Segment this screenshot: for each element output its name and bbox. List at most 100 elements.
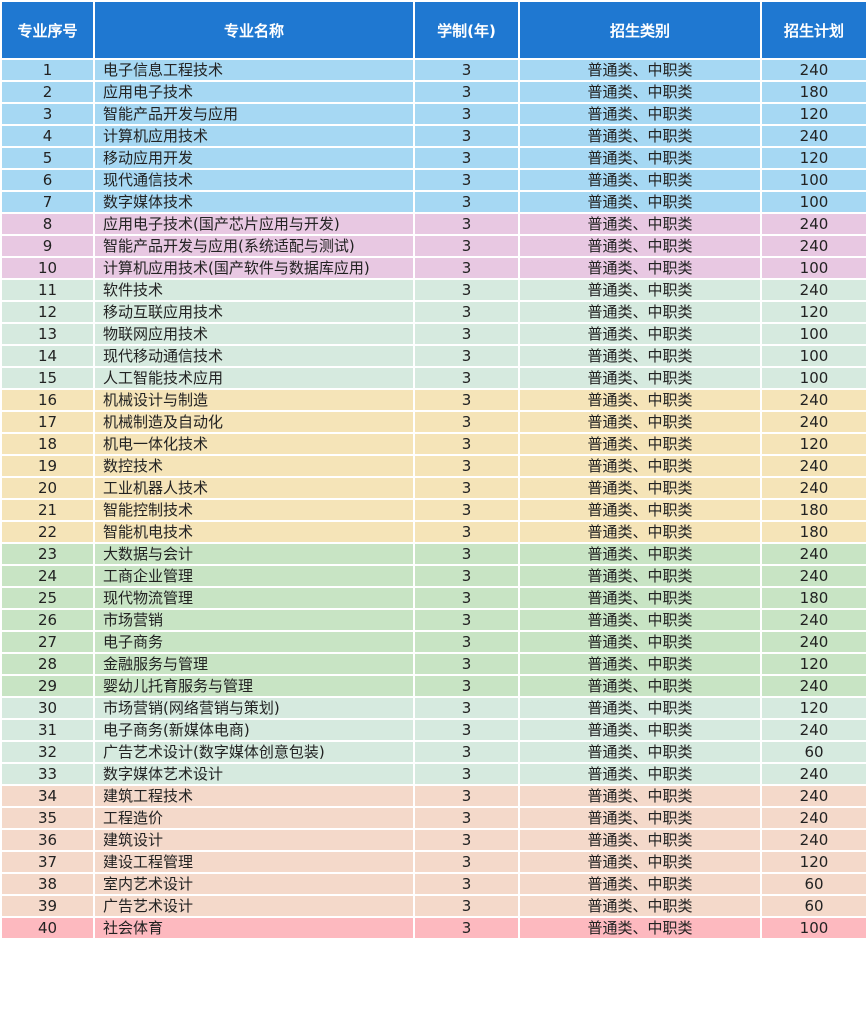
table-row: 5 移动应用开发 3 普通类、中职类 120 xyxy=(0,146,866,170)
cell-plan: 240 xyxy=(760,278,866,302)
cell-major-name: 社会体育 xyxy=(93,916,415,940)
cell-category: 普通类、中职类 xyxy=(518,762,762,786)
cell-plan: 60 xyxy=(760,740,866,764)
table-row: 6 现代通信技术 3 普通类、中职类 100 xyxy=(0,168,866,192)
table-row: 32 广告艺术设计(数字媒体创意包装) 3 普通类、中职类 60 xyxy=(0,740,866,764)
cell-category: 普通类、中职类 xyxy=(518,432,762,456)
cell-major-name: 数字媒体技术 xyxy=(93,190,415,214)
cell-plan: 100 xyxy=(760,168,866,192)
cell-major-name: 现代物流管理 xyxy=(93,586,415,610)
cell-duration: 3 xyxy=(413,762,520,786)
cell-major-name: 应用电子技术(国产芯片应用与开发) xyxy=(93,212,415,236)
cell-major-name: 婴幼儿托育服务与管理 xyxy=(93,674,415,698)
cell-duration: 3 xyxy=(413,366,520,390)
table-row: 4 计算机应用技术 3 普通类、中职类 240 xyxy=(0,124,866,148)
cell-major-name: 建筑工程技术 xyxy=(93,784,415,808)
cell-major-name: 应用电子技术 xyxy=(93,80,415,104)
cell-major-name: 移动应用开发 xyxy=(93,146,415,170)
table-row: 39 广告艺术设计 3 普通类、中职类 60 xyxy=(0,894,866,918)
cell-index: 31 xyxy=(0,718,95,742)
cell-duration: 3 xyxy=(413,300,520,324)
cell-major-name: 工商企业管理 xyxy=(93,564,415,588)
cell-duration: 3 xyxy=(413,652,520,676)
table-row: 14 现代移动通信技术 3 普通类、中职类 100 xyxy=(0,344,866,368)
table-row: 10 计算机应用技术(国产软件与数据库应用) 3 普通类、中职类 100 xyxy=(0,256,866,280)
table-row: 27 电子商务 3 普通类、中职类 240 xyxy=(0,630,866,654)
cell-major-name: 数字媒体艺术设计 xyxy=(93,762,415,786)
table-row: 23 大数据与会计 3 普通类、中职类 240 xyxy=(0,542,866,566)
cell-plan: 60 xyxy=(760,872,866,896)
cell-index: 36 xyxy=(0,828,95,852)
table-row: 33 数字媒体艺术设计 3 普通类、中职类 240 xyxy=(0,762,866,786)
cell-duration: 3 xyxy=(413,784,520,808)
cell-major-name: 现代移动通信技术 xyxy=(93,344,415,368)
table-row: 38 室内艺术设计 3 普通类、中职类 60 xyxy=(0,872,866,896)
cell-duration: 3 xyxy=(413,586,520,610)
cell-plan: 240 xyxy=(760,212,866,236)
cell-duration: 3 xyxy=(413,696,520,720)
cell-category: 普通类、中职类 xyxy=(518,828,762,852)
cell-index: 34 xyxy=(0,784,95,808)
cell-major-name: 电子信息工程技术 xyxy=(93,58,415,82)
cell-duration: 3 xyxy=(413,872,520,896)
cell-plan: 100 xyxy=(760,256,866,280)
cell-duration: 3 xyxy=(413,432,520,456)
cell-index: 39 xyxy=(0,894,95,918)
table-row: 13 物联网应用技术 3 普通类、中职类 100 xyxy=(0,322,866,346)
cell-major-name: 广告艺术设计(数字媒体创意包装) xyxy=(93,740,415,764)
table-row: 15 人工智能技术应用 3 普通类、中职类 100 xyxy=(0,366,866,390)
table-row: 34 建筑工程技术 3 普通类、中职类 240 xyxy=(0,784,866,808)
cell-plan: 240 xyxy=(760,542,866,566)
table-row: 24 工商企业管理 3 普通类、中职类 240 xyxy=(0,564,866,588)
table-row: 30 市场营销(网络营销与策划) 3 普通类、中职类 120 xyxy=(0,696,866,720)
cell-category: 普通类、中职类 xyxy=(518,476,762,500)
table-row: 21 智能控制技术 3 普通类、中职类 180 xyxy=(0,498,866,522)
cell-duration: 3 xyxy=(413,916,520,940)
cell-category: 普通类、中职类 xyxy=(518,146,762,170)
cell-category: 普通类、中职类 xyxy=(518,630,762,654)
cell-duration: 3 xyxy=(413,608,520,632)
table-row: 12 移动互联应用技术 3 普通类、中职类 120 xyxy=(0,300,866,324)
cell-major-name: 市场营销(网络营销与策划) xyxy=(93,696,415,720)
cell-plan: 180 xyxy=(760,520,866,544)
cell-category: 普通类、中职类 xyxy=(518,608,762,632)
cell-duration: 3 xyxy=(413,894,520,918)
cell-plan: 100 xyxy=(760,916,866,940)
cell-category: 普通类、中职类 xyxy=(518,410,762,434)
cell-index: 37 xyxy=(0,850,95,874)
cell-index: 32 xyxy=(0,740,95,764)
cell-category: 普通类、中职类 xyxy=(518,168,762,192)
header-major-name: 专业名称 xyxy=(93,0,415,60)
cell-duration: 3 xyxy=(413,498,520,522)
header-duration: 学制(年) xyxy=(413,0,520,60)
cell-duration: 3 xyxy=(413,102,520,126)
cell-category: 普通类、中职类 xyxy=(518,674,762,698)
cell-duration: 3 xyxy=(413,850,520,874)
cell-index: 7 xyxy=(0,190,95,214)
cell-plan: 120 xyxy=(760,146,866,170)
cell-duration: 3 xyxy=(413,520,520,544)
cell-plan: 240 xyxy=(760,828,866,852)
cell-major-name: 软件技术 xyxy=(93,278,415,302)
cell-index: 38 xyxy=(0,872,95,896)
table-row: 19 数控技术 3 普通类、中职类 240 xyxy=(0,454,866,478)
cell-plan: 120 xyxy=(760,850,866,874)
cell-category: 普通类、中职类 xyxy=(518,652,762,676)
cell-category: 普通类、中职类 xyxy=(518,256,762,280)
cell-duration: 3 xyxy=(413,124,520,148)
table-row: 26 市场营销 3 普通类、中职类 240 xyxy=(0,608,866,632)
cell-major-name: 人工智能技术应用 xyxy=(93,366,415,390)
cell-major-name: 机械制造及自动化 xyxy=(93,410,415,434)
cell-category: 普通类、中职类 xyxy=(518,388,762,412)
cell-plan: 240 xyxy=(760,784,866,808)
cell-category: 普通类、中职类 xyxy=(518,212,762,236)
cell-index: 8 xyxy=(0,212,95,236)
cell-category: 普通类、中职类 xyxy=(518,498,762,522)
cell-duration: 3 xyxy=(413,322,520,346)
header-index: 专业序号 xyxy=(0,0,95,60)
cell-duration: 3 xyxy=(413,454,520,478)
cell-index: 18 xyxy=(0,432,95,456)
cell-plan: 240 xyxy=(760,124,866,148)
cell-category: 普通类、中职类 xyxy=(518,542,762,566)
cell-category: 普通类、中职类 xyxy=(518,784,762,808)
